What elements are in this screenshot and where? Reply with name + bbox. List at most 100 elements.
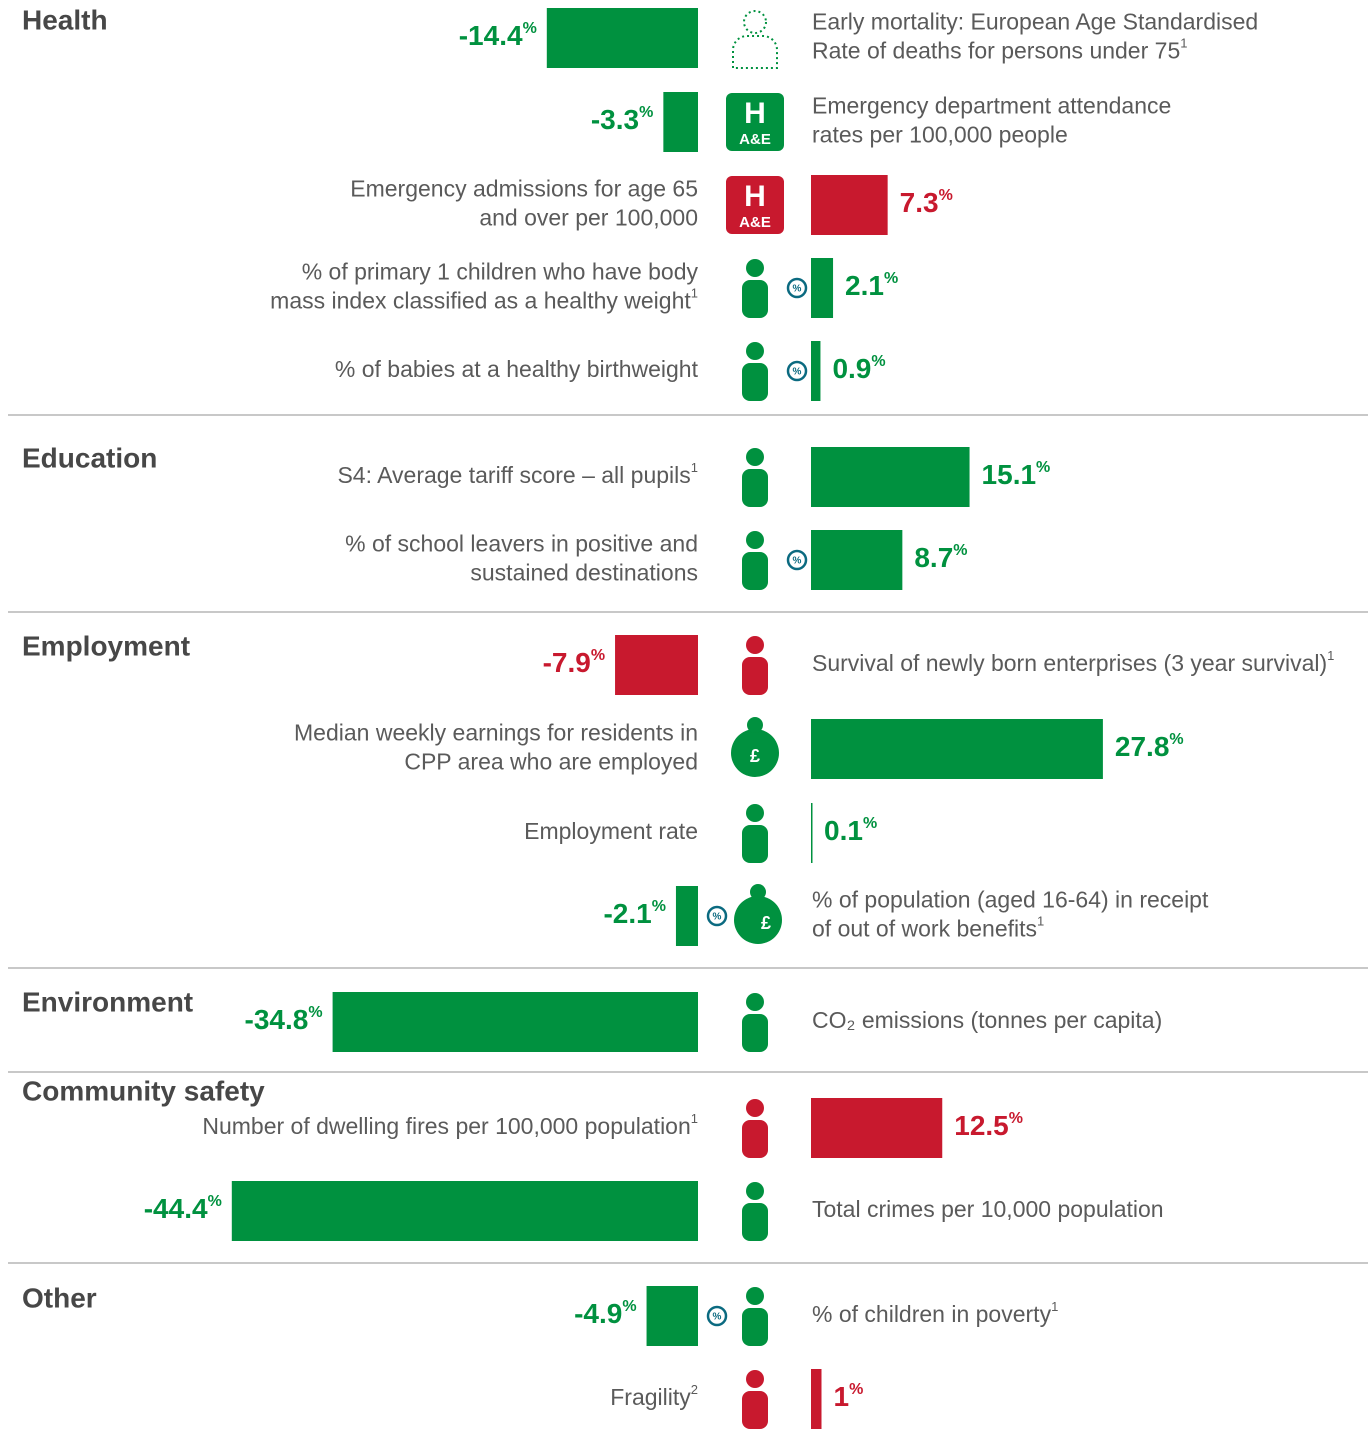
icon <box>726 176 784 234</box>
label-line: sustained destinations <box>470 560 698 586</box>
icon <box>746 636 764 654</box>
icon-text: £ <box>761 913 771 933</box>
section-title: Employment <box>22 630 190 661</box>
icon <box>742 657 768 695</box>
icon <box>750 884 766 900</box>
badge <box>706 905 728 927</box>
indicator-label: % of school leavers in positive and <box>345 531 698 557</box>
bar <box>811 719 1103 779</box>
bar <box>231 1181 699 1241</box>
icon <box>742 1014 768 1052</box>
label-line: S4: Average tariff score – all pupils <box>337 462 690 488</box>
indicator-label: Total crimes per 10,000 population <box>812 1196 1164 1222</box>
icon-text: H <box>744 97 766 130</box>
label-line: Emergency admissions for age 65 <box>350 176 698 202</box>
indicator-label: Survival of newly born enterprises (3 ye… <box>812 648 1334 676</box>
badge-text: % <box>793 556 802 567</box>
label-line: Emergency department attendance <box>812 93 1171 119</box>
icon <box>726 93 784 151</box>
footnote: 1 <box>1051 1299 1058 1314</box>
value-label: -7.9% <box>543 647 605 678</box>
value-label: 27.8% <box>1115 731 1184 762</box>
value-label: -4.9% <box>574 1298 636 1329</box>
icon <box>746 1370 764 1388</box>
icon <box>734 896 782 944</box>
badge <box>786 360 808 382</box>
value-label: 12.5% <box>954 1110 1023 1141</box>
label-line: Rate of deaths for persons under 75 <box>812 38 1180 64</box>
label-line: and over per 100,000 <box>479 205 698 231</box>
icon <box>746 1182 764 1200</box>
bar <box>811 258 834 318</box>
footnote: 1 <box>1037 914 1044 929</box>
badge <box>786 549 808 571</box>
icon <box>746 804 764 822</box>
indicator-label: rates per 100,000 people <box>812 122 1068 148</box>
section-title: Community safety <box>22 1075 265 1106</box>
label-line: CO₂ emissions (tonnes per capita) <box>812 1007 1162 1033</box>
value-label: 8.7% <box>914 542 967 573</box>
indicator-label: Fragility2 <box>610 1382 698 1410</box>
value-label: 1% <box>834 1381 864 1412</box>
section-title: Environment <box>22 986 193 1017</box>
icon <box>742 280 768 318</box>
value-label: -14.4% <box>459 20 537 51</box>
label-line: CPP area who are employed <box>404 749 698 775</box>
footnote: 1 <box>691 460 698 475</box>
bar <box>663 92 698 152</box>
bar <box>811 341 821 401</box>
indicator-label: % of primary 1 children who have body <box>302 259 699 285</box>
footnote: 1 <box>1180 36 1187 51</box>
icon <box>746 1099 764 1117</box>
value-label: 7.3% <box>900 187 953 218</box>
indicator-label: Rate of deaths for persons under 751 <box>812 36 1187 64</box>
value-label: -2.1% <box>603 898 665 929</box>
value-label: -3.3% <box>591 104 653 135</box>
icon <box>742 363 768 401</box>
value-label: 15.1% <box>982 459 1051 490</box>
footnote: 2 <box>691 1382 698 1397</box>
icon <box>742 1308 768 1346</box>
indicator-label: % of babies at a healthy birthweight <box>335 356 699 382</box>
icon <box>731 729 779 777</box>
icon <box>742 552 768 590</box>
value-label: -34.8% <box>245 1004 323 1035</box>
icon <box>746 259 764 277</box>
indicator-label: CPP area who are employed <box>404 749 698 775</box>
label-line: Employment rate <box>524 818 698 844</box>
icon <box>747 717 763 733</box>
icon <box>746 993 764 1011</box>
footnote: 1 <box>691 1111 698 1126</box>
icon <box>742 1120 768 1158</box>
indicator-label: Emergency admissions for age 65 <box>350 176 698 202</box>
label-line: Number of dwelling fires per 100,000 pop… <box>202 1113 690 1139</box>
indicator-label: Employment rate <box>524 818 698 844</box>
badge-text: % <box>793 367 802 378</box>
icon <box>746 531 764 549</box>
icon-text: H <box>744 180 766 213</box>
value-label: 0.1% <box>824 815 877 846</box>
label-line: mass index classified as a healthy weigh… <box>270 288 691 314</box>
bar <box>811 175 888 235</box>
value-label: 2.1% <box>845 270 898 301</box>
bar <box>811 530 903 590</box>
footnote: 1 <box>1327 648 1334 663</box>
label-line: Early mortality: European Age Standardis… <box>812 9 1258 35</box>
label-line: rates per 100,000 people <box>812 122 1068 148</box>
icon-text: A&E <box>739 214 771 231</box>
label-line: % of school leavers in positive and <box>345 531 698 557</box>
bar <box>811 1098 943 1158</box>
indicator-label: S4: Average tariff score – all pupils1 <box>337 460 698 488</box>
badge-text: % <box>713 912 722 923</box>
icon <box>742 1391 768 1429</box>
bar <box>675 886 698 946</box>
indicator-label: % of children in poverty1 <box>812 1299 1058 1327</box>
bar <box>615 635 698 695</box>
label-line: % of primary 1 children who have body <box>302 259 699 285</box>
badge-text: % <box>793 284 802 295</box>
icon <box>746 342 764 360</box>
label-line: Fragility <box>610 1384 691 1410</box>
indicator-label: Median weekly earnings for residents in <box>294 720 698 746</box>
section-title: Other <box>22 1282 97 1313</box>
label-line: of out of work benefits <box>812 916 1037 942</box>
